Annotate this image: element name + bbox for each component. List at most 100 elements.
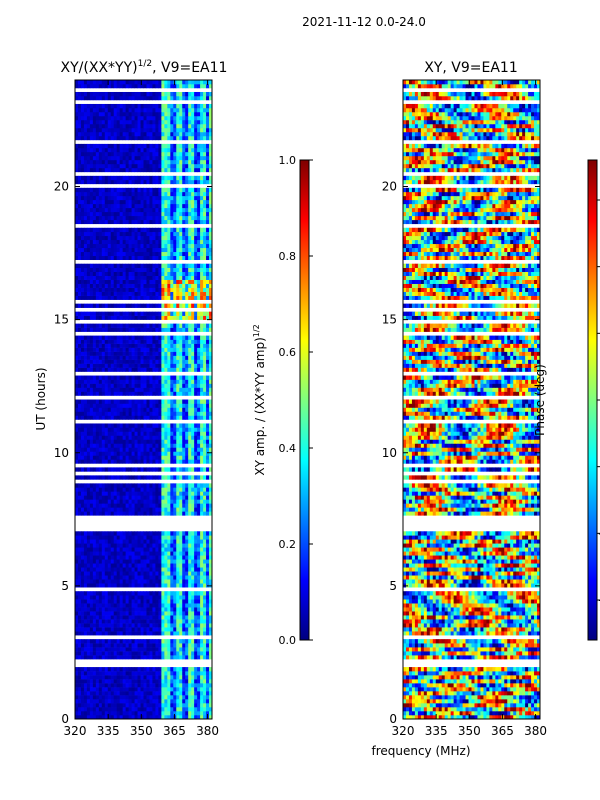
amp-cell [77,267,82,272]
amp-cell [107,531,112,536]
amp-cell [182,531,186,536]
amp-cell [170,267,174,272]
amp-cell [83,631,88,636]
amp-cell [185,231,189,237]
amp-cell [176,599,180,604]
amp-cell [164,359,168,364]
amp-cell [75,563,79,568]
amp-cell [176,619,180,624]
amp-cell [83,539,88,544]
amp-cell [161,423,165,428]
amp-cell [173,207,177,213]
amp-cell [179,263,183,268]
amp-cell [152,227,156,233]
amp-cell [176,391,180,396]
amp-cell [197,323,201,328]
amp-cell [206,687,210,692]
amp-cell [146,563,150,568]
amp-cell [194,647,198,652]
amp-cell [128,679,132,684]
amp-cell [140,243,144,249]
amp-cell [179,255,183,261]
amp-cell [89,375,94,380]
amp-cell [95,271,100,276]
amp-cell [83,543,88,548]
amp-cell [143,543,147,548]
amp-cell [209,247,212,253]
amp-cell [176,455,180,460]
amp-cell [137,495,141,500]
amp-cell [197,399,201,404]
amp-cell [140,403,144,408]
amp-cell [143,707,147,712]
amp-cell [122,687,127,692]
amp-cell [101,691,106,696]
amp-cell [83,219,88,225]
amp-cell [80,607,85,612]
amp-cell [152,499,156,504]
amp-cell [206,335,210,340]
amp-cell [125,559,130,564]
amp-cell [176,403,180,408]
amp-cell [75,651,79,656]
amp-cell [101,447,106,452]
amp-cell [203,343,207,348]
amp-cell [152,503,156,508]
amp-cell [140,511,144,516]
amp-cell [149,255,153,261]
amp-cell [104,227,109,233]
amp-cell [119,575,124,580]
amp-cell [200,671,204,676]
amp-cell [176,415,180,420]
amp-cell [197,403,201,408]
amp-cell [152,347,156,352]
amp-cell [158,411,162,416]
amp-cell [197,683,201,688]
amp-cell [161,303,165,308]
amp-cell [185,639,189,644]
amp-cell [77,627,82,632]
amp-cell [164,535,168,540]
amp-cell [206,619,210,624]
amp-cell [167,303,171,308]
amp-cell [182,563,186,568]
amp-cell [80,667,85,672]
amp-cell [140,483,144,488]
amp-cell [110,687,115,692]
amp-cell [200,711,204,716]
amp-cell [83,675,88,680]
amp-cell [158,239,162,245]
amp-cell [134,647,138,652]
amp-cell [75,235,79,241]
amp-cell [125,551,130,556]
amp-cell [101,391,106,396]
amp-cell [206,287,210,292]
amp-cell [116,423,121,428]
amp-cell [77,303,82,308]
amp-cell [89,643,94,648]
amp-cell [200,347,204,352]
amp-cell [173,215,177,221]
amp-cell [104,243,109,249]
amp-cell [101,287,106,292]
amp-cell [161,467,165,472]
amp-cell [197,511,201,516]
amp-cell [75,303,79,308]
amp-cell [173,631,177,636]
amp-cell [170,227,174,233]
amp-cell [173,231,177,237]
amp-cell [176,623,180,628]
amp-cell [170,287,174,292]
amp-cell [107,695,112,700]
amp-cell [110,619,115,624]
amp-cell [143,599,147,604]
amp-cell [203,671,207,676]
amp-cell [152,335,156,340]
amp-cell [140,695,144,700]
amp-cell [137,411,141,416]
amp-cell [185,347,189,352]
amp-cell [77,559,82,564]
amp-cell [179,559,183,564]
amp-cell [203,607,207,612]
amp-cell [83,711,88,716]
